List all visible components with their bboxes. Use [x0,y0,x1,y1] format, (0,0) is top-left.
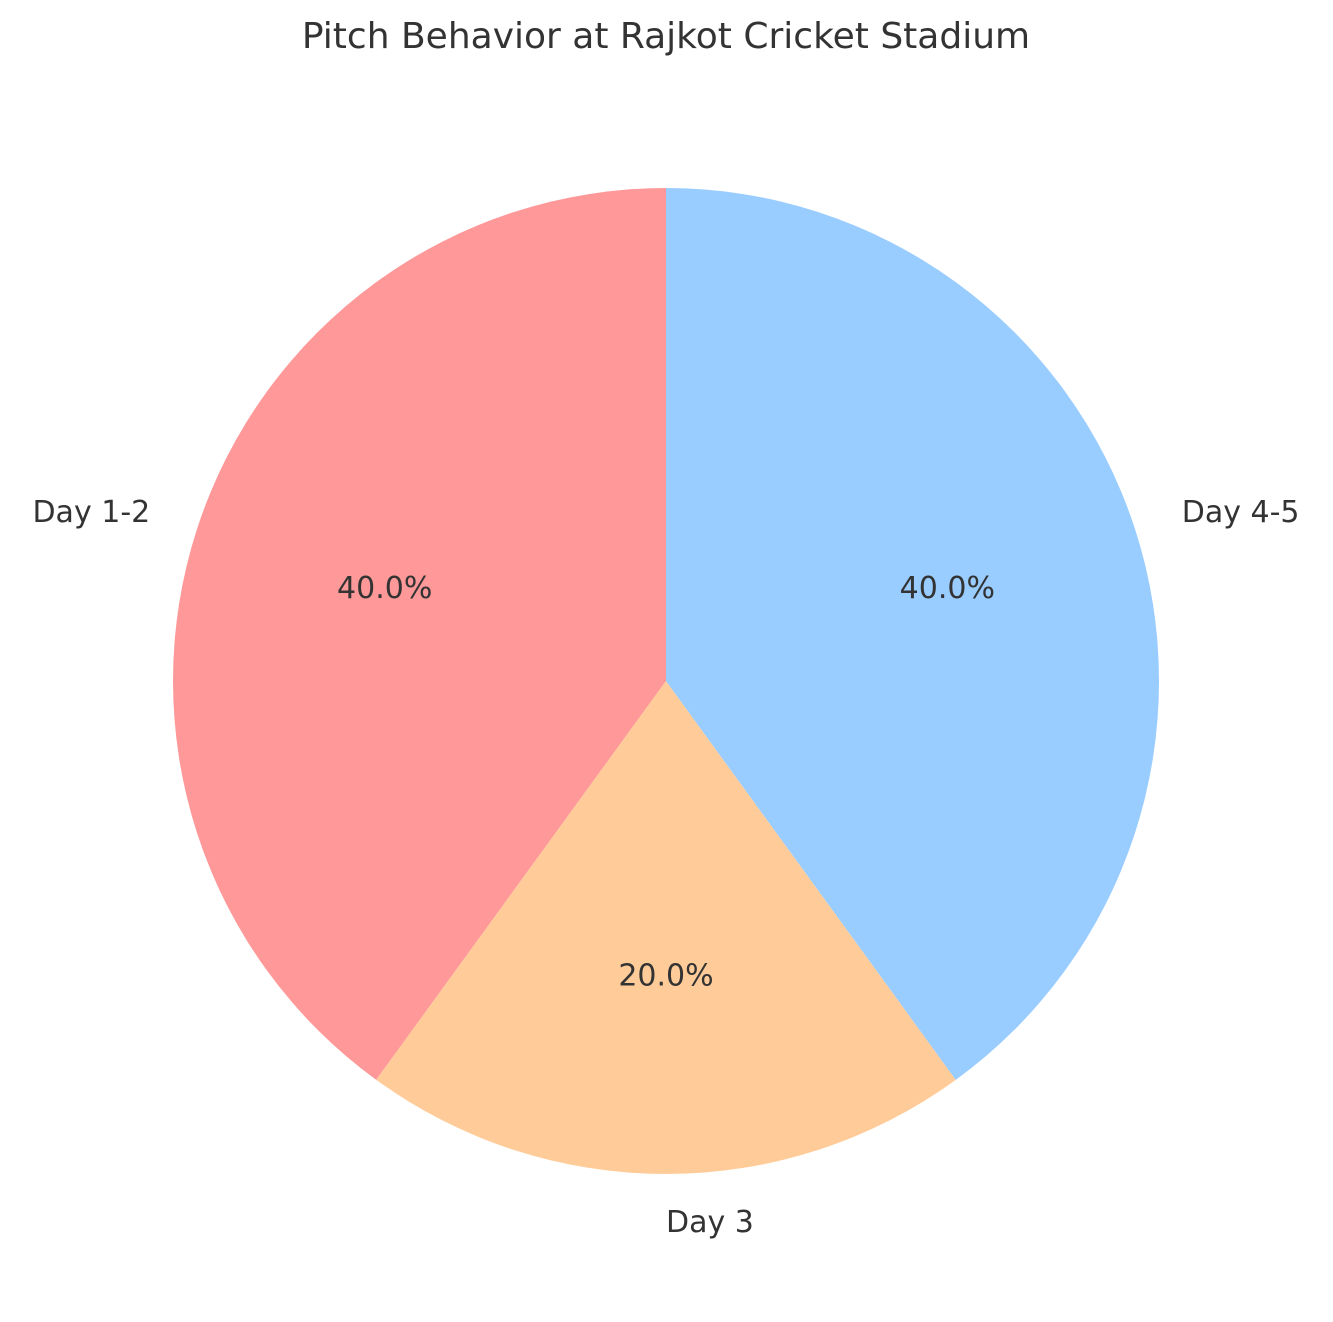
pie-slice [376,681,956,1174]
percent-label: 20.0% [618,958,713,993]
slice-label: Day 1-2 [32,495,150,530]
slice-label: Day 4-5 [1182,495,1300,530]
percent-label: 40.0% [337,571,432,606]
slice-label: Day 3 [666,1205,754,1240]
pie-slice [173,188,666,1080]
percent-label: 40.0% [900,571,995,606]
pie-slice [666,188,1159,1080]
chart-title: Pitch Behavior at Rajkot Cricket Stadium [302,16,1030,57]
